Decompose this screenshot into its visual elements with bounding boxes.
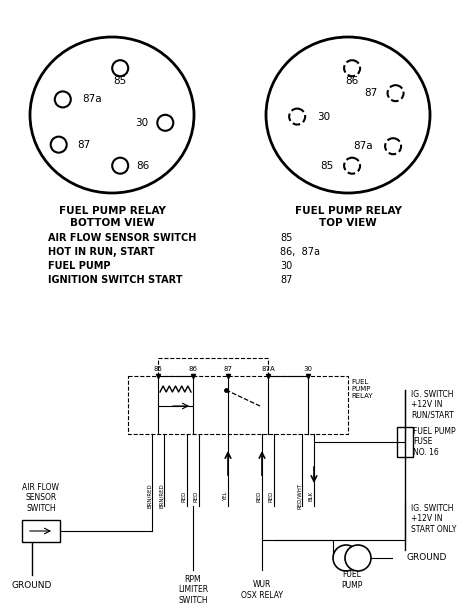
Text: AIR FLOW SENSOR SWITCH: AIR FLOW SENSOR SWITCH xyxy=(48,233,196,243)
Bar xyxy=(22,520,60,542)
Text: 85: 85 xyxy=(280,233,292,243)
Text: GROUND: GROUND xyxy=(12,581,52,590)
Text: 85: 85 xyxy=(320,161,333,170)
Circle shape xyxy=(112,158,128,173)
Circle shape xyxy=(157,115,173,131)
Text: FUEL PUMP RELAY
TOP VIEW: FUEL PUMP RELAY TOP VIEW xyxy=(294,206,401,228)
Text: 85: 85 xyxy=(114,75,127,86)
Text: 87: 87 xyxy=(224,366,233,372)
Text: HOT IN RUN, START: HOT IN RUN, START xyxy=(48,247,155,257)
Text: FUEL PUMP RELAY
BOTTOM VIEW: FUEL PUMP RELAY BOTTOM VIEW xyxy=(59,206,165,228)
Text: FUEL PUMP
FUSE
NO. 16: FUEL PUMP FUSE NO. 16 xyxy=(413,427,456,457)
Text: 86: 86 xyxy=(346,75,359,86)
Text: IG. SWITCH
+12V IN
RUN/START: IG. SWITCH +12V IN RUN/START xyxy=(411,390,454,420)
Text: 87: 87 xyxy=(78,140,91,150)
Text: 30: 30 xyxy=(280,261,292,271)
Text: 85: 85 xyxy=(154,366,163,372)
Text: AIR FLOW
SENSOR
SWITCH: AIR FLOW SENSOR SWITCH xyxy=(22,483,60,513)
Circle shape xyxy=(344,158,360,173)
Text: 86,  87a: 86, 87a xyxy=(280,247,320,257)
Text: BRN/RED: BRN/RED xyxy=(147,484,152,508)
Text: 30: 30 xyxy=(317,112,330,121)
Bar xyxy=(397,427,413,457)
Text: IGNITION SWITCH START: IGNITION SWITCH START xyxy=(48,275,182,285)
Circle shape xyxy=(289,109,305,124)
Text: RED: RED xyxy=(257,490,262,501)
Text: RED: RED xyxy=(194,490,199,501)
Text: 30: 30 xyxy=(135,118,148,128)
Text: FUEL
PUMP
RELAY: FUEL PUMP RELAY xyxy=(351,379,373,399)
Text: RED: RED xyxy=(269,490,274,501)
Text: 87A: 87A xyxy=(261,366,275,372)
Text: BLK: BLK xyxy=(309,491,314,501)
Bar xyxy=(128,376,348,434)
Text: YEL: YEL xyxy=(223,491,228,501)
Text: RED: RED xyxy=(182,490,187,501)
Circle shape xyxy=(51,137,67,153)
Text: WUR
OSX RELAY: WUR OSX RELAY xyxy=(241,581,283,600)
Text: IG. SWITCH
+12V IN
START ONLY: IG. SWITCH +12V IN START ONLY xyxy=(411,504,456,534)
Circle shape xyxy=(344,60,360,76)
Text: 86: 86 xyxy=(137,161,150,170)
Text: FUEL PUMP: FUEL PUMP xyxy=(48,261,110,271)
Text: RED/WHT: RED/WHT xyxy=(297,483,302,509)
Text: BRN/RED: BRN/RED xyxy=(159,484,164,508)
Text: RPM
LIMITER
SWITCH: RPM LIMITER SWITCH xyxy=(178,575,208,605)
Text: 87: 87 xyxy=(365,88,377,98)
Circle shape xyxy=(55,91,71,107)
Text: 87a: 87a xyxy=(353,141,373,151)
Text: FUEL
PUMP: FUEL PUMP xyxy=(341,570,363,590)
Text: 87: 87 xyxy=(280,275,292,285)
Circle shape xyxy=(345,545,371,571)
Circle shape xyxy=(385,138,401,154)
Text: GROUND: GROUND xyxy=(407,554,447,563)
Text: 87a: 87a xyxy=(82,94,102,104)
Circle shape xyxy=(333,545,359,571)
Circle shape xyxy=(388,85,403,101)
Text: 86: 86 xyxy=(189,366,198,372)
Circle shape xyxy=(112,60,128,76)
Text: 30: 30 xyxy=(303,366,312,372)
